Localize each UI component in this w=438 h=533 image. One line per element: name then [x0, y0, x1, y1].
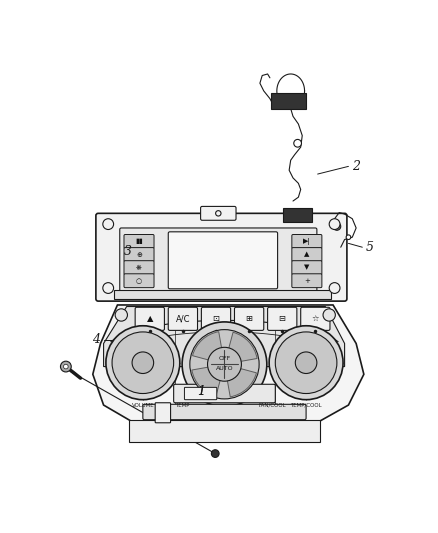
Text: 5: 5: [366, 241, 374, 254]
Circle shape: [115, 309, 127, 321]
Text: +: +: [304, 278, 310, 284]
Circle shape: [112, 332, 173, 393]
FancyBboxPatch shape: [301, 308, 330, 330]
Text: TEMP: TEMP: [175, 402, 189, 408]
FancyBboxPatch shape: [184, 387, 217, 400]
Circle shape: [208, 348, 241, 381]
Text: ⊞: ⊞: [246, 314, 253, 324]
Text: ⊡: ⊡: [212, 314, 219, 324]
Text: TEMP/COOL: TEMP/COOL: [290, 402, 322, 408]
FancyBboxPatch shape: [143, 405, 306, 419]
FancyBboxPatch shape: [201, 308, 231, 330]
Text: ▼: ▼: [304, 264, 310, 271]
Circle shape: [103, 282, 113, 294]
Wedge shape: [224, 364, 257, 397]
Circle shape: [64, 364, 68, 369]
Text: 1: 1: [198, 385, 205, 399]
Text: OFF: OFF: [219, 357, 230, 361]
FancyBboxPatch shape: [292, 248, 322, 262]
Circle shape: [60, 361, 71, 372]
Circle shape: [132, 352, 154, 374]
FancyBboxPatch shape: [268, 308, 297, 330]
FancyBboxPatch shape: [201, 206, 236, 220]
FancyBboxPatch shape: [173, 384, 276, 403]
Wedge shape: [192, 332, 224, 364]
Circle shape: [276, 332, 337, 393]
Circle shape: [346, 235, 351, 239]
Circle shape: [212, 450, 219, 457]
Circle shape: [190, 329, 259, 399]
Circle shape: [329, 219, 340, 230]
FancyBboxPatch shape: [168, 232, 278, 289]
Text: 1: 1: [198, 385, 205, 399]
Text: 3: 3: [124, 245, 131, 257]
Text: 4: 4: [92, 333, 100, 346]
Bar: [113, 289, 331, 299]
Circle shape: [323, 309, 336, 321]
Circle shape: [106, 326, 180, 400]
FancyBboxPatch shape: [124, 248, 154, 262]
FancyBboxPatch shape: [168, 308, 198, 330]
Text: ❋: ❋: [136, 264, 142, 271]
FancyBboxPatch shape: [155, 403, 170, 423]
Text: ⊟: ⊟: [279, 314, 286, 324]
Text: ○: ○: [136, 278, 142, 284]
FancyBboxPatch shape: [96, 213, 347, 301]
PathPatch shape: [103, 306, 345, 367]
FancyBboxPatch shape: [135, 308, 164, 330]
Text: ▶|: ▶|: [303, 238, 311, 245]
Text: ⊕: ⊕: [136, 252, 142, 257]
Text: 2: 2: [352, 160, 360, 173]
Circle shape: [295, 352, 317, 374]
Circle shape: [103, 219, 113, 230]
FancyBboxPatch shape: [124, 274, 154, 288]
Circle shape: [329, 282, 340, 294]
Wedge shape: [192, 364, 224, 396]
Bar: [283, 208, 312, 222]
Text: ▲: ▲: [304, 252, 310, 257]
Text: AUTO: AUTO: [215, 366, 233, 370]
Bar: [272, 93, 306, 109]
Wedge shape: [224, 332, 257, 364]
PathPatch shape: [93, 305, 364, 426]
Text: ▲: ▲: [147, 314, 153, 324]
Text: ☆: ☆: [311, 314, 319, 324]
Text: ▮▮: ▮▮: [135, 238, 143, 245]
FancyBboxPatch shape: [292, 235, 322, 248]
Text: A/C: A/C: [176, 314, 190, 324]
Bar: [129, 421, 320, 442]
Text: VOLUME: VOLUME: [131, 402, 154, 408]
FancyBboxPatch shape: [292, 274, 322, 288]
Text: FAN/COOL: FAN/COOL: [258, 402, 286, 408]
FancyBboxPatch shape: [120, 228, 317, 293]
Circle shape: [182, 322, 267, 407]
FancyBboxPatch shape: [292, 261, 322, 274]
Circle shape: [333, 223, 341, 230]
Circle shape: [294, 140, 301, 147]
Circle shape: [269, 326, 343, 400]
FancyBboxPatch shape: [234, 308, 264, 330]
FancyBboxPatch shape: [124, 261, 154, 274]
FancyBboxPatch shape: [124, 235, 154, 248]
